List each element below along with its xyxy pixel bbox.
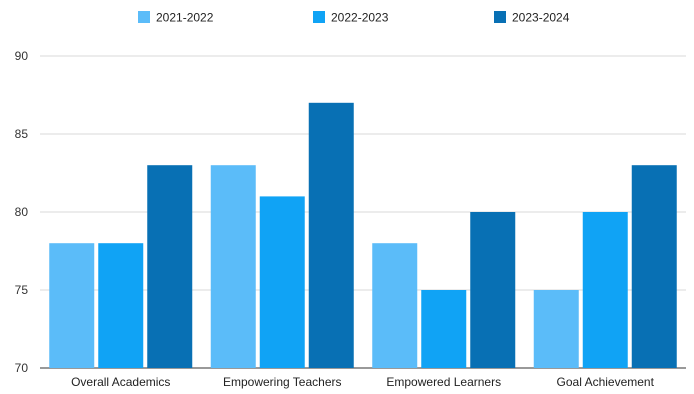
x-tick-label: Overall Academics [71, 375, 170, 389]
y-tick-label: 70 [15, 361, 29, 375]
bars [49, 102, 677, 369]
legend: 2021-2022 2022-2023 2023-2024 [138, 11, 570, 25]
legend-swatch [138, 11, 150, 23]
bar-2023-2024-overall-academics [147, 165, 193, 368]
bar-2022-2023-empowered-learners [421, 290, 467, 368]
bar-2021-2022-goal-achievement [533, 290, 579, 368]
bar-2022-2023-goal-achievement [582, 212, 628, 368]
y-tick-label: 75 [15, 283, 29, 297]
y-tick-label: 80 [15, 205, 29, 219]
bar-2021-2022-overall-academics [49, 243, 95, 368]
bar-2021-2022-empowering-teachers [210, 165, 256, 368]
bar-2022-2023-empowering-teachers [259, 196, 305, 368]
legend-label: 2023-2024 [512, 11, 570, 25]
legend-label: 2021-2022 [156, 11, 214, 25]
y-tick-label: 90 [15, 49, 29, 63]
legend-swatch [313, 11, 325, 23]
x-tick-label: Empowered Learners [386, 375, 501, 389]
bar-2021-2022-empowered-learners [372, 243, 418, 368]
x-tick-label: Empowering Teachers [223, 375, 342, 389]
bar-2023-2024-goal-achievement [631, 165, 677, 368]
legend-label: 2022-2023 [331, 11, 389, 25]
bar-2023-2024-empowering-teachers [308, 102, 354, 369]
x-axis-labels: Overall Academics Empowering Teachers Empo… [71, 375, 655, 389]
bar-2023-2024-empowered-learners [470, 212, 516, 368]
legend-swatch [494, 11, 506, 23]
x-tick-label: Goal Achievement [557, 375, 655, 389]
y-axis-ticks: 70 75 80 85 90 [15, 49, 29, 375]
y-tick-label: 85 [15, 127, 29, 141]
bar-2022-2023-overall-academics [98, 243, 144, 368]
